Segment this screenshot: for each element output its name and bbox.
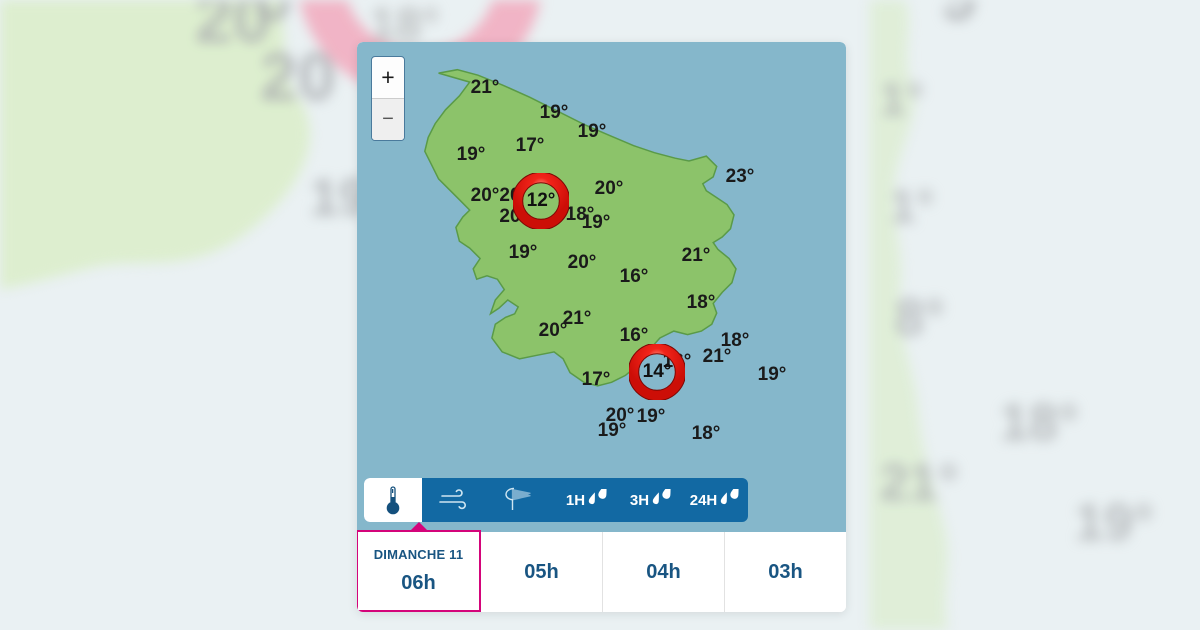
svg-text:0°: 0° [255, 0, 320, 35]
svg-text:20: 20 [260, 39, 336, 115]
svg-text:8°: 8° [895, 289, 945, 347]
svg-text:1°: 1° [880, 73, 924, 125]
svg-text:19°: 19° [1075, 494, 1154, 552]
svg-text:18°: 18° [1000, 394, 1079, 452]
svg-text:1°: 1° [890, 180, 934, 232]
svg-text:9°: 9° [940, 0, 1005, 35]
svg-text:21°: 21° [880, 454, 959, 512]
